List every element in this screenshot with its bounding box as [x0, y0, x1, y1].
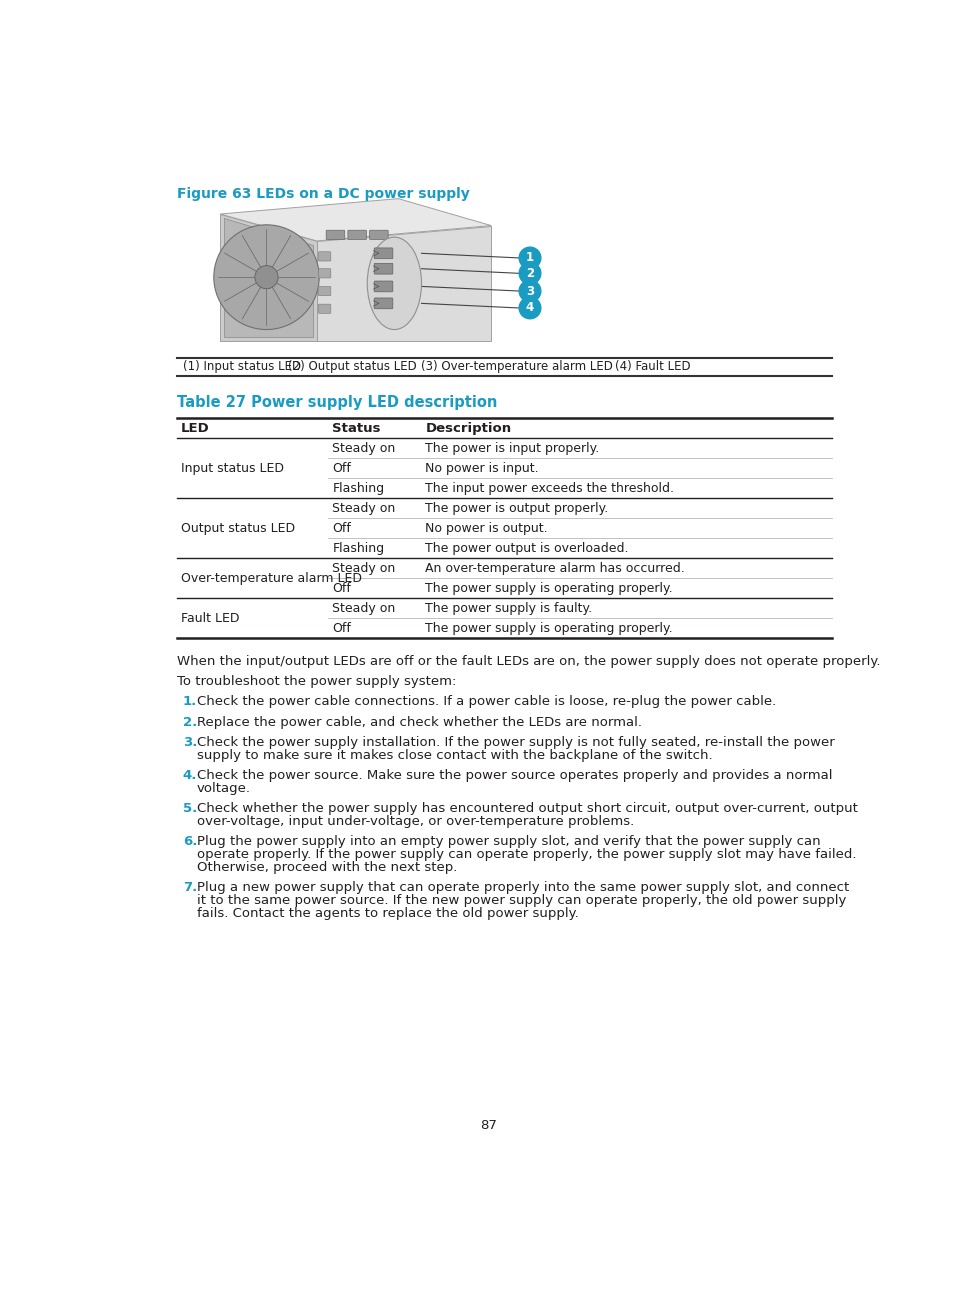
Text: Description: Description — [425, 421, 511, 434]
FancyBboxPatch shape — [374, 298, 393, 308]
Text: 7.: 7. — [183, 881, 197, 894]
Text: Flashing: Flashing — [332, 542, 384, 555]
Text: 2.: 2. — [183, 715, 197, 728]
Text: Off: Off — [332, 461, 351, 474]
Text: Steady on: Steady on — [332, 561, 395, 574]
Text: The power supply is faulty.: The power supply is faulty. — [425, 601, 592, 614]
Text: The power is input properly.: The power is input properly. — [425, 442, 599, 455]
Circle shape — [518, 280, 540, 302]
Text: voltage.: voltage. — [196, 781, 251, 794]
Text: Table 27 Power supply LED description: Table 27 Power supply LED description — [177, 395, 497, 410]
Text: 6.: 6. — [183, 836, 197, 849]
FancyBboxPatch shape — [374, 248, 393, 259]
Text: The power supply is operating properly.: The power supply is operating properly. — [425, 622, 672, 635]
Text: Plug a new power supply that can operate properly into the same power supply slo: Plug a new power supply that can operate… — [196, 881, 848, 894]
Text: supply to make sure it makes close contact with the backplane of the switch.: supply to make sure it makes close conta… — [196, 749, 712, 762]
Circle shape — [213, 224, 319, 329]
Text: Steady on: Steady on — [332, 502, 395, 515]
Text: 1: 1 — [525, 251, 534, 264]
Text: Replace the power cable, and check whether the LEDs are normal.: Replace the power cable, and check wheth… — [196, 715, 641, 728]
Text: it to the same power source. If the new power supply can operate properly, the o: it to the same power source. If the new … — [196, 894, 845, 907]
FancyBboxPatch shape — [318, 251, 331, 260]
Text: Output status LED: Output status LED — [181, 522, 295, 535]
Text: Check the power cable connections. If a power cable is loose, re-plug the power : Check the power cable connections. If a … — [196, 695, 775, 709]
Text: Status: Status — [332, 421, 380, 434]
Text: 5.: 5. — [183, 802, 197, 815]
Text: Steady on: Steady on — [332, 442, 395, 455]
Text: Plug the power supply into an empty power supply slot, and verify that the power: Plug the power supply into an empty powe… — [196, 836, 820, 849]
FancyBboxPatch shape — [318, 305, 331, 314]
FancyBboxPatch shape — [374, 281, 393, 292]
Text: operate properly. If the power supply can operate properly, the power supply slo: operate properly. If the power supply ca… — [196, 848, 856, 861]
Text: Check the power supply installation. If the power supply is not fully seated, re: Check the power supply installation. If … — [196, 736, 834, 749]
Circle shape — [518, 248, 540, 268]
Text: (1) Input status LED: (1) Input status LED — [183, 360, 300, 373]
Text: (3) Over-temperature alarm LED: (3) Over-temperature alarm LED — [421, 360, 613, 373]
Circle shape — [518, 297, 540, 319]
Text: 1.: 1. — [183, 695, 197, 709]
Text: Input status LED: Input status LED — [181, 461, 284, 474]
FancyBboxPatch shape — [326, 231, 344, 240]
Text: 2: 2 — [525, 267, 534, 280]
Text: 87: 87 — [480, 1118, 497, 1131]
FancyBboxPatch shape — [374, 263, 393, 273]
Text: An over-temperature alarm has occurred.: An over-temperature alarm has occurred. — [425, 561, 684, 574]
Text: 3: 3 — [525, 285, 534, 298]
Text: Otherwise, proceed with the next step.: Otherwise, proceed with the next step. — [196, 861, 456, 874]
Text: Off: Off — [332, 622, 351, 635]
Text: No power is input.: No power is input. — [425, 461, 538, 474]
Text: The power output is overloaded.: The power output is overloaded. — [425, 542, 628, 555]
Ellipse shape — [367, 237, 421, 329]
Text: No power is output.: No power is output. — [425, 522, 547, 535]
Text: Fault LED: Fault LED — [181, 612, 239, 625]
Text: Off: Off — [332, 522, 351, 535]
Text: The input power exceeds the threshold.: The input power exceeds the threshold. — [425, 482, 674, 495]
Text: (4) Fault LED: (4) Fault LED — [615, 360, 690, 373]
Text: 3.: 3. — [183, 736, 197, 749]
Polygon shape — [316, 226, 491, 341]
Text: Steady on: Steady on — [332, 601, 395, 614]
FancyBboxPatch shape — [318, 286, 331, 295]
Text: Flashing: Flashing — [332, 482, 384, 495]
Text: The power supply is operating properly.: The power supply is operating properly. — [425, 582, 672, 595]
Text: The power is output properly.: The power is output properly. — [425, 502, 608, 515]
FancyBboxPatch shape — [348, 231, 366, 240]
Text: (2) Output status LED: (2) Output status LED — [288, 360, 416, 373]
Text: Over-temperature alarm LED: Over-temperature alarm LED — [181, 572, 362, 584]
Text: 4: 4 — [525, 302, 534, 315]
Text: Off: Off — [332, 582, 351, 595]
Text: fails. Contact the agents to replace the old power supply.: fails. Contact the agents to replace the… — [196, 907, 578, 920]
Text: Figure 63 LEDs on a DC power supply: Figure 63 LEDs on a DC power supply — [177, 187, 470, 201]
Text: Check whether the power supply has encountered output short circuit, output over: Check whether the power supply has encou… — [196, 802, 857, 815]
Polygon shape — [220, 198, 491, 241]
FancyBboxPatch shape — [369, 231, 388, 240]
Text: over-voltage, input under-voltage, or over-temperature problems.: over-voltage, input under-voltage, or ov… — [196, 815, 634, 828]
Text: 4.: 4. — [183, 770, 197, 783]
Polygon shape — [224, 218, 313, 337]
Polygon shape — [220, 214, 316, 341]
Circle shape — [254, 266, 278, 289]
Text: LED: LED — [181, 421, 210, 434]
Text: Check the power source. Make sure the power source operates properly and provide: Check the power source. Make sure the po… — [196, 770, 831, 783]
Text: When the input/output LEDs are off or the fault LEDs are on, the power supply do: When the input/output LEDs are off or th… — [177, 656, 880, 669]
Text: To troubleshoot the power supply system:: To troubleshoot the power supply system: — [177, 675, 456, 688]
Circle shape — [518, 263, 540, 284]
FancyBboxPatch shape — [318, 268, 331, 277]
